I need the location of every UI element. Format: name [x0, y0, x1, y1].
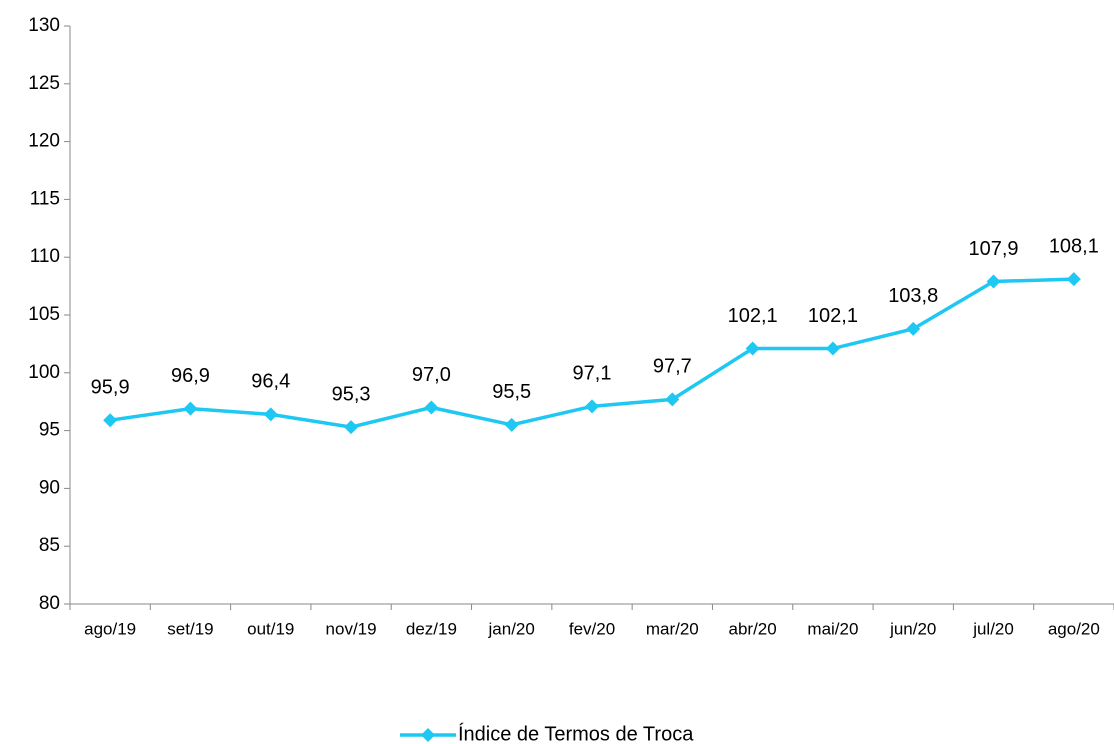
data-point — [424, 400, 439, 415]
data-point — [504, 417, 519, 432]
data-label: 108,1 — [1049, 235, 1099, 257]
y-tick-label: 130 — [28, 15, 60, 36]
y-tick-label: 115 — [30, 188, 60, 209]
data-label: 102,1 — [728, 305, 778, 327]
data-point — [263, 407, 278, 422]
legend-marker — [421, 728, 435, 742]
data-label: 107,9 — [969, 238, 1019, 260]
x-tick-label: jul/20 — [972, 619, 1014, 638]
data-label: 96,9 — [171, 365, 210, 387]
data-label: 97,0 — [412, 364, 451, 386]
data-label: 103,8 — [888, 285, 938, 307]
data-point — [585, 399, 599, 414]
x-tick-label: ago/20 — [1048, 619, 1100, 638]
legend-label: Índice de Termos de Troca — [458, 722, 694, 744]
y-tick-label: 85 — [39, 535, 60, 556]
x-tick-label: out/19 — [247, 619, 294, 638]
x-tick-label: dez/19 — [406, 619, 457, 638]
data-point — [665, 392, 680, 407]
data-point — [825, 341, 840, 356]
y-tick-label: 125 — [28, 73, 60, 94]
y-tick-label: 105 — [28, 304, 60, 325]
data-label: 95,9 — [91, 376, 130, 398]
x-tick-label: nov/19 — [326, 619, 377, 638]
data-label: 96,4 — [251, 371, 290, 393]
y-tick-label: 110 — [30, 246, 60, 267]
x-tick-label: set/19 — [167, 619, 213, 638]
y-tick-label: 80 — [39, 593, 60, 614]
x-tick-label: mai/20 — [807, 619, 858, 638]
data-point — [986, 274, 1001, 289]
data-point — [1066, 272, 1081, 287]
data-label: 95,5 — [492, 381, 531, 403]
x-tick-label: ago/19 — [84, 619, 136, 638]
data-point — [745, 341, 760, 356]
data-point — [103, 413, 118, 428]
y-tick-label: 95 — [39, 420, 60, 441]
x-tick-label: mar/20 — [646, 619, 699, 638]
y-tick-label: 120 — [28, 131, 60, 152]
y-tick-label: 100 — [28, 362, 60, 383]
x-tick-label: jun/20 — [889, 619, 936, 638]
data-label: 95,3 — [332, 383, 371, 405]
data-point — [183, 401, 198, 416]
data-label: 97,7 — [653, 356, 692, 378]
y-tick-label: 90 — [39, 477, 60, 498]
data-label: 102,1 — [808, 305, 858, 327]
x-tick-label: jan/20 — [488, 619, 535, 638]
data-point — [344, 420, 359, 435]
data-label: 97,1 — [573, 363, 612, 385]
data-point — [906, 321, 921, 336]
x-tick-label: abr/20 — [729, 619, 777, 638]
x-tick-label: fev/20 — [569, 619, 615, 638]
